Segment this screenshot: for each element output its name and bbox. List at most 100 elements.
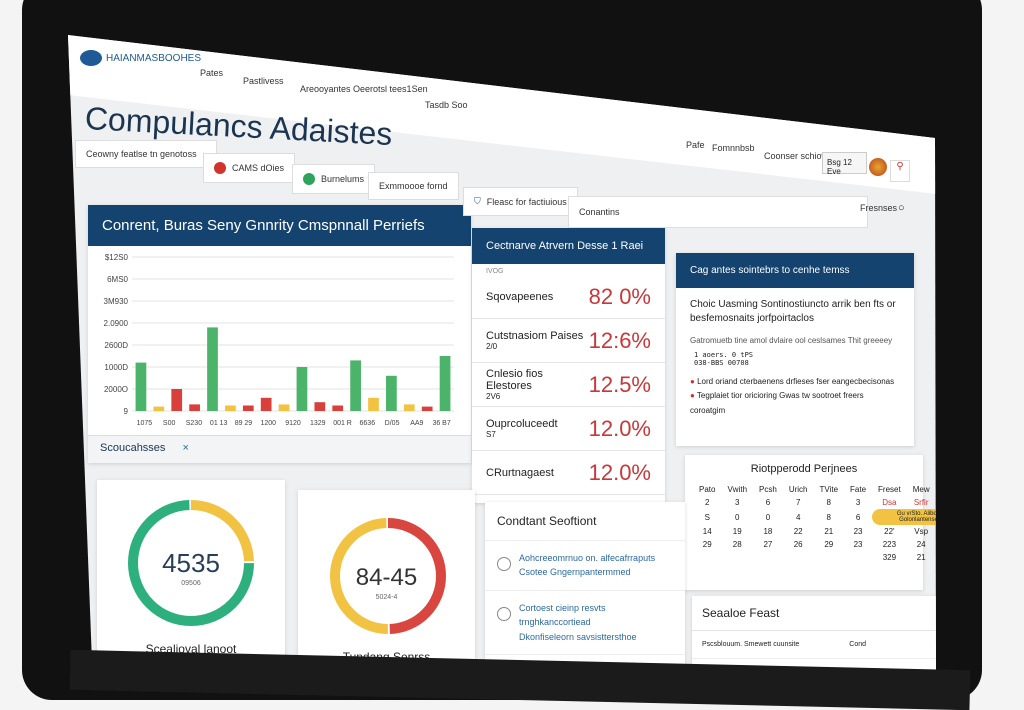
calendar-day[interactable]: 2 bbox=[705, 498, 710, 507]
notice-bullet: ● Tegplaiet tior oricioring Gwas tw soot… bbox=[690, 391, 864, 415]
calendar-day[interactable]: Vsp bbox=[914, 527, 929, 536]
bar[interactable] bbox=[439, 356, 451, 411]
nav-item[interactable]: Pastlivess bbox=[243, 76, 284, 86]
calendar-day[interactable]: 3 bbox=[855, 498, 861, 507]
calendar-day[interactable]: 8 bbox=[826, 512, 831, 522]
calendar-day[interactable]: 21 bbox=[916, 553, 926, 562]
nav-item[interactable]: Areooyantes Oeerotsl tees1Sen bbox=[300, 84, 428, 94]
calendar-day[interactable]: 8 bbox=[826, 498, 831, 507]
bar[interactable] bbox=[368, 397, 379, 411]
calendar-day[interactable] bbox=[721, 551, 753, 564]
calendar-day[interactable]: 14 bbox=[702, 527, 712, 536]
bar[interactable] bbox=[225, 405, 236, 412]
bar[interactable] bbox=[403, 404, 415, 411]
y-tick-label: 2600D bbox=[104, 341, 128, 350]
bar[interactable] bbox=[260, 397, 272, 411]
avatar[interactable] bbox=[869, 158, 887, 176]
bar[interactable] bbox=[421, 406, 433, 411]
calendar-day[interactable]: 23 bbox=[853, 527, 863, 536]
laptop-screen: HAIANMASBOOHES Pates Pastlivess Areooyan… bbox=[68, 35, 936, 683]
close-icon[interactable]: × bbox=[182, 442, 189, 454]
calendar-day[interactable]: Dsa bbox=[882, 498, 897, 507]
nav-right-item[interactable]: Coonser schiow bbox=[764, 151, 829, 161]
weekday-label: Mew bbox=[912, 485, 930, 494]
calendar-day[interactable] bbox=[693, 551, 721, 564]
calendar-day[interactable]: 7 bbox=[795, 498, 801, 507]
brand-name: HAIANMASBOOHES bbox=[106, 52, 202, 64]
y-tick-label: 9 bbox=[124, 407, 129, 416]
calendar-day[interactable]: 28 bbox=[732, 540, 742, 549]
search-icon[interactable]: ○ bbox=[898, 202, 905, 214]
bar[interactable] bbox=[135, 362, 147, 411]
donut-segment bbox=[330, 518, 446, 634]
metric-sub: 2V6 bbox=[486, 392, 501, 401]
bar[interactable] bbox=[171, 389, 183, 411]
calendar-day[interactable] bbox=[844, 551, 872, 564]
brand-logo[interactable]: HAIANMASBOOHES bbox=[80, 50, 201, 66]
calendar-day[interactable]: 0 bbox=[765, 512, 771, 522]
calendar-day[interactable]: Srfir bbox=[913, 498, 929, 507]
calendar-day[interactable]: 22 bbox=[793, 527, 803, 536]
calendar-day[interactable]: 27 bbox=[763, 540, 773, 549]
calendar-day[interactable]: 19 bbox=[732, 527, 742, 536]
bar[interactable] bbox=[153, 406, 165, 411]
bar[interactable] bbox=[296, 367, 308, 411]
content-item[interactable]: Cortoest cieinp resvts trnghkanccortiead… bbox=[485, 589, 685, 654]
calendar-day[interactable] bbox=[814, 551, 845, 564]
notification-icon[interactable]: ⚲ bbox=[890, 160, 910, 182]
calendar-day[interactable]: 223 bbox=[882, 540, 897, 549]
calendar-day[interactable]: 23 bbox=[853, 540, 863, 549]
filter-chip[interactable]: Conantins bbox=[568, 196, 868, 228]
filter-chip[interactable]: ⛉ Fleasc for factiuious bbox=[463, 187, 578, 216]
bar[interactable] bbox=[207, 327, 218, 411]
metric-row[interactable]: CRurtnagaest 12.0% bbox=[472, 451, 665, 495]
calendar-day[interactable]: 24 bbox=[916, 540, 926, 549]
calendar-day[interactable] bbox=[753, 551, 783, 564]
bar[interactable] bbox=[189, 404, 200, 411]
nav-item[interactable]: Pates bbox=[200, 68, 224, 78]
calendar-day[interactable] bbox=[783, 551, 814, 564]
metric-value: 12.5% bbox=[588, 371, 651, 397]
calendar-day[interactable]: 0 bbox=[735, 512, 740, 522]
metric-value: 82 0% bbox=[588, 283, 651, 309]
metric-row[interactable]: Sqovapeenes 82 0% bbox=[472, 275, 665, 319]
bar[interactable] bbox=[386, 375, 397, 411]
metric-value: 12.0% bbox=[588, 459, 651, 485]
calendar-day[interactable]: 21 bbox=[824, 527, 834, 536]
nav-item[interactable]: Tasdb Soo bbox=[425, 100, 468, 110]
calendar-day[interactable]: 29 bbox=[824, 540, 834, 549]
calendar-day[interactable]: 4 bbox=[795, 512, 801, 522]
calendar-day[interactable]: 6 bbox=[855, 512, 861, 522]
nav-right-item[interactable]: Fomnnbsb bbox=[712, 143, 755, 153]
calendar-day[interactable]: 3 bbox=[735, 498, 740, 507]
bar[interactable] bbox=[332, 405, 344, 412]
bar[interactable] bbox=[278, 404, 290, 411]
weekday-label: TVite bbox=[819, 485, 839, 494]
calendar-day[interactable]: 6 bbox=[765, 498, 771, 507]
bar[interactable] bbox=[314, 402, 326, 411]
notice-code: 1 aoers. 0 tPS bbox=[694, 351, 754, 359]
calendar-event[interactable]: Gu vrSto. Aliboe Golonlantense bbox=[872, 509, 936, 525]
bar[interactable] bbox=[350, 360, 361, 411]
bar[interactable] bbox=[242, 405, 254, 412]
filter-chip[interactable]: Ceowny featlse tn genotoss› bbox=[75, 140, 217, 168]
x-tick-label: 1200 bbox=[260, 420, 276, 427]
filter-chip-green[interactable]: Burnelums bbox=[292, 164, 376, 194]
metric-row[interactable]: Cnlesio fios Elestores 2V6 12.5% bbox=[472, 363, 665, 407]
calendar-day[interactable]: 22' bbox=[884, 527, 895, 536]
calendar-day[interactable]: 29 bbox=[702, 540, 712, 549]
content-item[interactable]: Aohcreeomrnuo on. alfecafrraputs Csotee G… bbox=[485, 540, 685, 590]
calendar-day[interactable]: 26 bbox=[793, 540, 803, 549]
calendar-day[interactable]: 18 bbox=[763, 527, 773, 536]
calendar-day[interactable]: 329 bbox=[882, 553, 897, 562]
search-box[interactable]: Bsg 12 Eve bbox=[822, 152, 867, 176]
filter-chip[interactable]: Exmmoooe fornd bbox=[368, 172, 459, 200]
table-row[interactable]: Pscsblouum. Smewett cuunsite Cond bbox=[692, 631, 936, 659]
calendar-day[interactable]: S bbox=[704, 512, 710, 522]
metric-row[interactable]: Cutstnasiom Paises 2/0 12:6% bbox=[472, 319, 665, 363]
bullet-text: Tegplaiet tior oricioring Gwas tw sootro… bbox=[690, 391, 864, 415]
filters-label[interactable]: Fresnses bbox=[860, 203, 898, 213]
nav-right-item[interactable]: Pafe bbox=[686, 140, 705, 150]
metric-row[interactable]: Ouprcoluceedt S7 12.0% bbox=[472, 407, 665, 451]
filter-chip-red[interactable]: CAMS dOies bbox=[203, 153, 296, 183]
